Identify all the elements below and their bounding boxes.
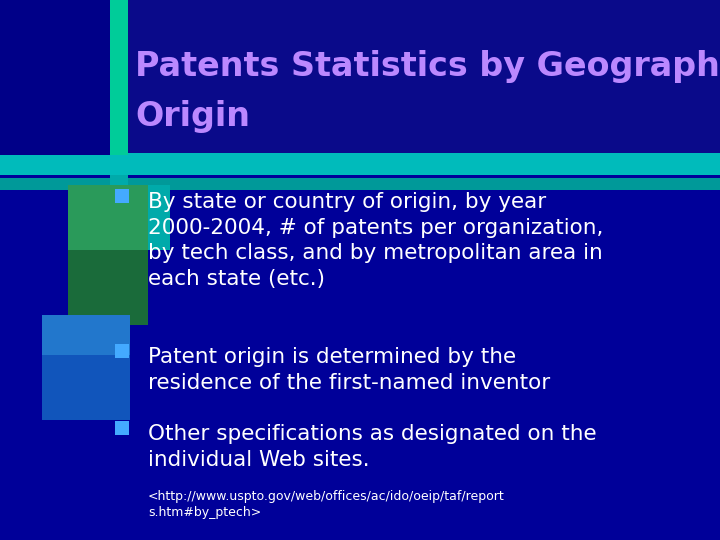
Bar [0, 0, 720, 155]
Bar [0, 153, 720, 175]
Bar [110, 185, 170, 250]
Bar [68, 185, 148, 325]
Bar [110, 0, 128, 155]
Bar [0, 0, 110, 155]
Bar [42, 315, 130, 355]
Text: <http://www.uspto.gov/web/offices/ac/ido/oeip/taf/report
s.htm#by_ptech>: <http://www.uspto.gov/web/offices/ac/ido… [148, 490, 505, 519]
Bar [0, 178, 720, 190]
Bar [68, 185, 148, 250]
Text: Other specifications as designated on the
individual Web sites.: Other specifications as designated on th… [148, 424, 597, 470]
Bar [110, 175, 128, 255]
Bar [115, 189, 129, 203]
Text: By state or country of origin, by year
2000-2004, # of patents per organization,: By state or country of origin, by year 2… [148, 192, 603, 289]
Bar [115, 344, 129, 358]
Text: Patents Statistics by Geographic: Patents Statistics by Geographic [135, 50, 720, 83]
Text: Origin: Origin [135, 100, 250, 133]
Bar [115, 421, 129, 435]
Text: Patent origin is determined by the
residence of the first-named inventor: Patent origin is determined by the resid… [148, 347, 550, 393]
Bar [42, 315, 130, 420]
